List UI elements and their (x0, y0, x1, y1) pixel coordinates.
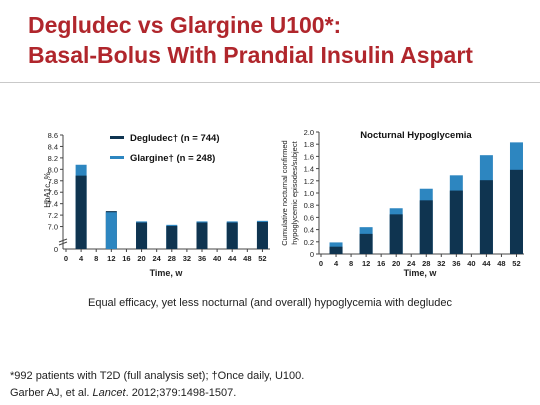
x-tick-label: 0 (319, 259, 323, 268)
bar-glargine (105, 212, 117, 249)
y-tick-label: 1.8 (304, 140, 314, 149)
x-tick-label: 12 (107, 254, 115, 263)
y-tick-label: 0 (310, 250, 314, 259)
x-tick-label: 40 (467, 259, 475, 268)
bar-degludec (359, 233, 373, 254)
x-tick-label: 8 (349, 259, 353, 268)
y-tick-label: 7.8 (48, 177, 58, 186)
x-tick-label: 44 (482, 259, 491, 268)
x-tick-label: 44 (228, 254, 237, 263)
bar-degludec (389, 214, 403, 254)
hypo-chart-title: Nocturnal Hypoglycemia (360, 130, 472, 141)
x-tick-label: 28 (422, 259, 430, 268)
x-tick-label: 4 (334, 259, 339, 268)
citation-authors: Garber AJ, et al. (10, 387, 93, 399)
x-tick-label: 40 (213, 254, 221, 263)
y-tick-label: 0.8 (304, 201, 314, 210)
x-tick-label: 28 (168, 254, 176, 263)
x-tick-label: 32 (183, 254, 191, 263)
bar-degludec (256, 221, 268, 249)
legend-glargine: Glargine† (n = 248) (130, 153, 215, 164)
y-tick-label: 1.0 (304, 189, 314, 198)
citation-details: . 2012;379:1498-1507. (125, 387, 237, 399)
bar-degludec (166, 225, 178, 249)
hba1c-ticks: 7.07.27.47.67.88.08.28.48.600 4 8 12 16 20 24 2… (48, 131, 267, 263)
x-tick-label: 24 (152, 254, 161, 263)
legend-swatch-glargine (110, 156, 124, 159)
x-tick-label: 36 (198, 254, 206, 263)
hypo-x-label: Time, w (404, 268, 438, 278)
hypo-y-label-line-1: Cumulative nocturnal confirmed (280, 140, 289, 245)
bar-degludec (136, 222, 148, 249)
x-tick-label: 48 (243, 254, 251, 263)
x-tick-label: 16 (377, 259, 385, 268)
bar-degludec (419, 200, 433, 254)
x-tick-label: 48 (497, 259, 505, 268)
hypo-y-label-line-2: hypoglycemic episodes/subject (290, 140, 299, 244)
hypo-ticks: 00.20.40.60.81.01.21.41.61.82.00 4 8 12 16 20… (304, 128, 521, 268)
y-tick-label: 0.6 (304, 213, 314, 222)
x-tick-label: 20 (137, 254, 145, 263)
bar-degludec (479, 180, 493, 254)
hba1c-bars (75, 164, 268, 249)
y-tick-label: 7.0 (48, 223, 58, 232)
hba1c-axis-break (58, 238, 68, 246)
title-line-1: Degludec vs Glargine U100*: (28, 12, 342, 38)
x-tick-label: 0 (64, 254, 68, 263)
y-tick-label: 8.4 (48, 142, 58, 151)
x-tick-label: 8 (94, 254, 98, 263)
x-tick-label: 36 (452, 259, 460, 268)
y-tick-label: 1.2 (304, 177, 314, 186)
x-tick-label: 16 (122, 254, 130, 263)
y-tick-label: 1.6 (304, 152, 314, 161)
citation-journal: Lancet (92, 387, 126, 399)
x-tick-label: 52 (258, 254, 266, 263)
x-tick-label: 12 (362, 259, 370, 268)
bar-degludec (196, 222, 208, 249)
bar-degludec (509, 169, 523, 254)
footnote-1: *992 patients with T2D (full analysis se… (10, 370, 305, 382)
hba1c-chart: HbA1c, % Time, w Degludec† (n = 744) Gla… (43, 131, 270, 278)
x-tick-label: 32 (437, 259, 445, 268)
y-tick-label: 8.6 (48, 131, 58, 140)
slide-title: Degludec vs Glargine U100*: Basal-Bolus … (28, 10, 528, 70)
bar-degludec (226, 222, 238, 249)
bar-degludec (449, 190, 463, 254)
x-tick-label: 20 (392, 259, 400, 268)
x-tick-label: 4 (79, 254, 84, 263)
bar-degludec (75, 175, 87, 249)
x-tick-label: 52 (512, 259, 520, 268)
title-divider (0, 82, 540, 83)
y-tick-label: 1.4 (304, 165, 314, 174)
charts-canvas: HbA1c, % Time, w Degludec† (n = 744) Gla… (43, 128, 524, 278)
hba1c-legend: Degludec† (n = 744) Glargine† (n = 248) (110, 133, 220, 164)
footnote-2: Garber AJ, et al. Lancet. 2012;379:1498-… (10, 387, 236, 399)
y-tick-label: 0.2 (304, 238, 314, 247)
hba1c-y-label: HbA1c, % (43, 172, 52, 208)
hba1c-x-label: Time, w (150, 268, 184, 278)
y-tick-label: 0.4 (304, 226, 314, 235)
y-tick-label: 8.2 (48, 154, 58, 163)
y-tick-label-zero: 0 (54, 245, 58, 254)
bar-degludec (329, 246, 343, 254)
y-tick-label: 8.0 (48, 165, 58, 174)
y-tick-label: 2.0 (304, 128, 314, 137)
title-line-2: Basal-Bolus With Prandial Insulin Aspart (28, 42, 473, 68)
legend-swatch-degludec (110, 136, 124, 139)
hypo-bars (329, 142, 523, 254)
slide-caption: Equal efficacy, yet less nocturnal (and … (87, 297, 452, 309)
y-tick-label: 7.6 (48, 188, 58, 197)
y-tick-label: 7.4 (48, 200, 58, 209)
x-tick-label: 24 (407, 259, 416, 268)
y-tick-label: 7.2 (48, 211, 58, 220)
legend-degludec: Degludec† (n = 744) (130, 133, 220, 144)
hypoglycemia-chart: Nocturnal Hypoglycemia Cumulative noctur… (280, 128, 524, 278)
